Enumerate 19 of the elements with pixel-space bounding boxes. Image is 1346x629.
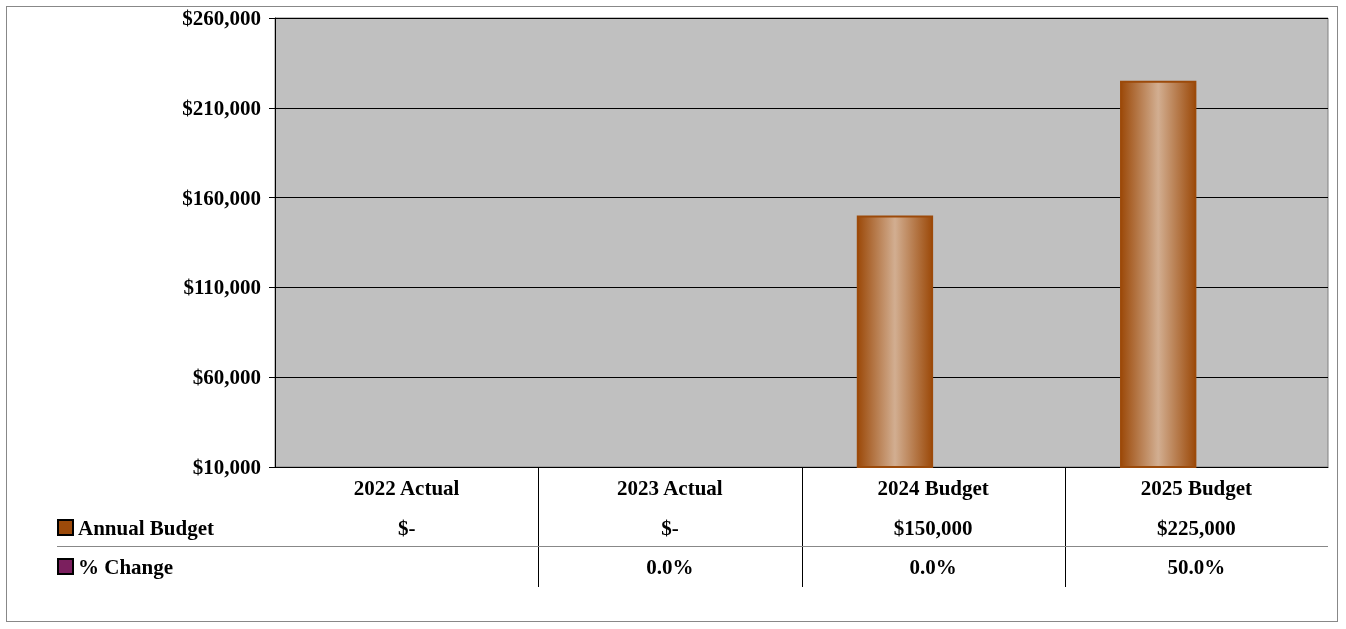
text: $- — [397, 516, 416, 540]
x-tick-label: 2025 Budget — [1139, 475, 1254, 502]
y-tick-label: $210,000 — [182, 95, 261, 120]
y-tick-label: $260,000 — [182, 6, 261, 30]
text: 0.0% — [909, 555, 957, 579]
x-tick-label: 2022 Actual — [352, 475, 461, 502]
text: 50.0% — [1167, 555, 1226, 579]
legend-label: Annual Budget — [78, 516, 214, 540]
data-label: $225,000 — [1156, 515, 1237, 542]
x-tick-label: 2023 Actual — [616, 475, 724, 502]
y-tick-label: $110,000 — [183, 275, 261, 300]
text: 0.0% — [646, 555, 694, 579]
data-label: $150,000 — [892, 515, 974, 542]
legend-label: % Change — [78, 555, 174, 579]
y-tick-label: $10,000 — [192, 455, 261, 479]
y-tick-label: $60,000 — [192, 365, 261, 390]
y-tick-label: $160,000 — [182, 185, 261, 210]
x-tick-label: 2024 Budget — [876, 475, 990, 502]
text: $- — [661, 516, 679, 540]
